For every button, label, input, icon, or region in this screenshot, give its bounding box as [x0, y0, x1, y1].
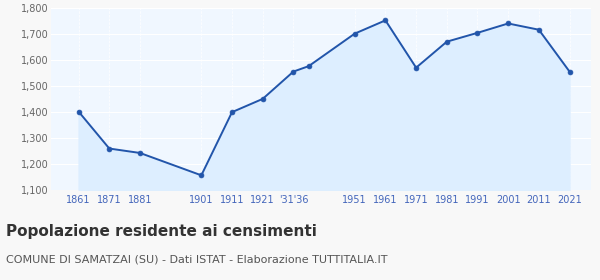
Text: Popolazione residente ai censimenti: Popolazione residente ai censimenti	[6, 224, 317, 239]
Text: COMUNE DI SAMATZAI (SU) - Dati ISTAT - Elaborazione TUTTITALIA.IT: COMUNE DI SAMATZAI (SU) - Dati ISTAT - E…	[6, 255, 388, 265]
